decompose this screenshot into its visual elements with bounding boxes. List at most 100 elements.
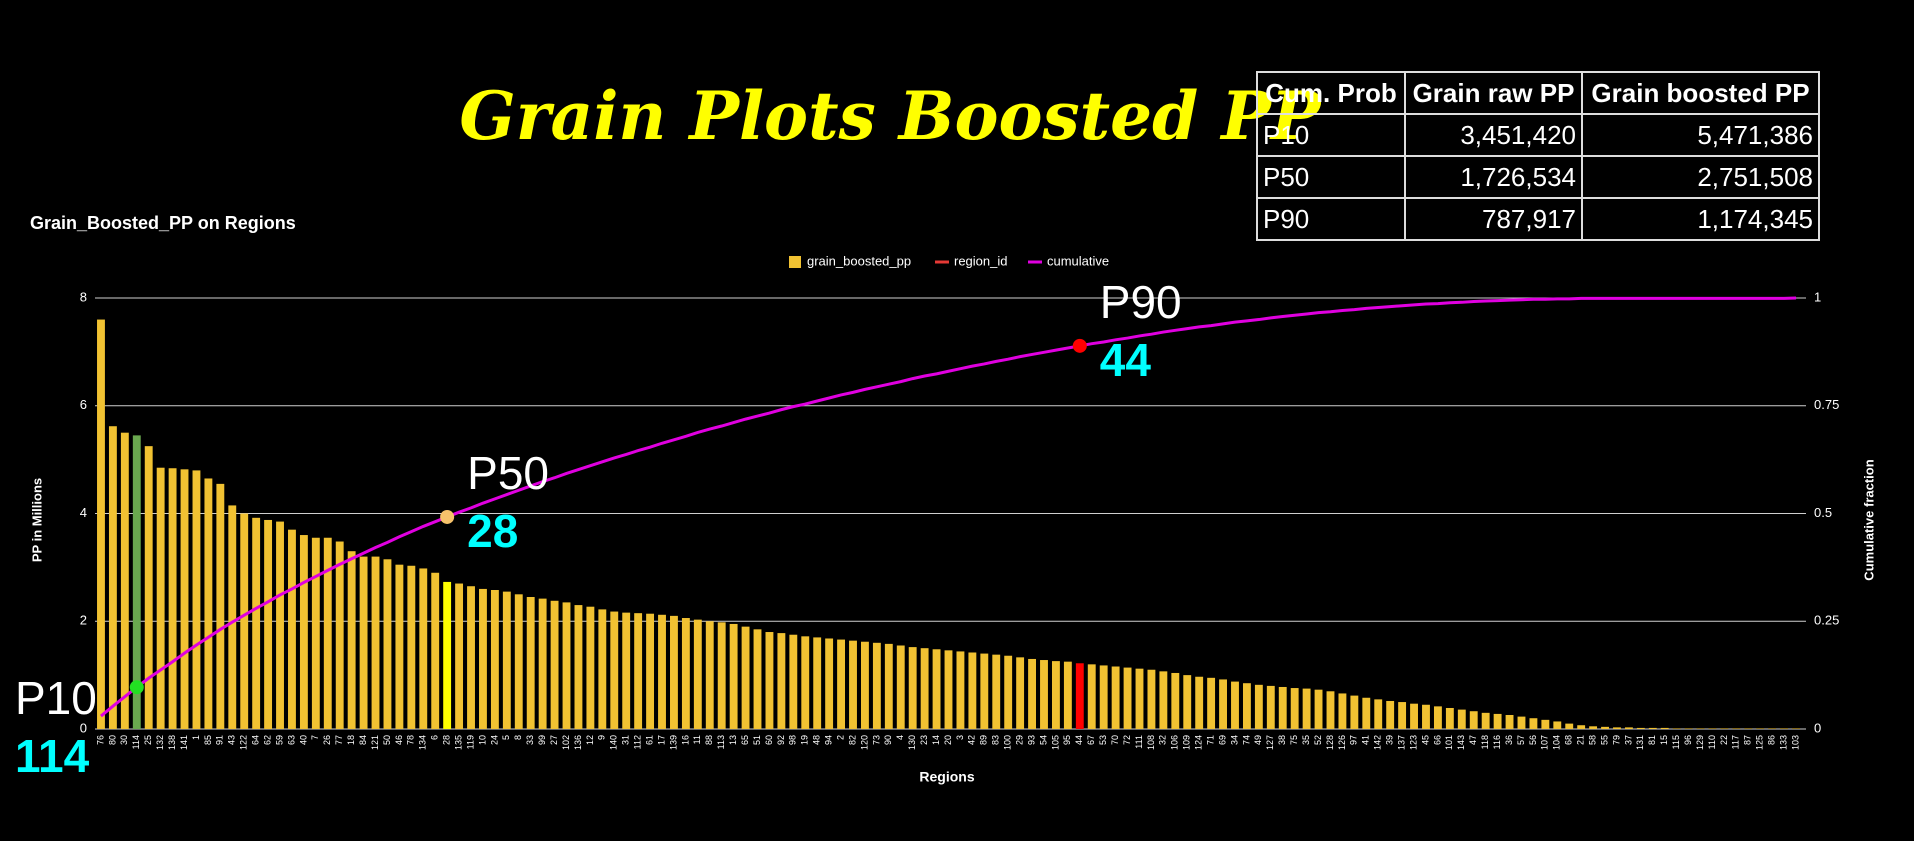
x-tick-label: 28 bbox=[442, 735, 452, 745]
x-tick-label: 27 bbox=[549, 735, 559, 745]
bar bbox=[1040, 660, 1048, 729]
x-tick-label: 124 bbox=[1194, 735, 1204, 750]
bar bbox=[108, 426, 117, 729]
x-tick-label: 120 bbox=[859, 735, 869, 750]
bar bbox=[1183, 675, 1192, 729]
bar bbox=[837, 639, 846, 729]
header-cell: Cum. Prob bbox=[1256, 71, 1406, 115]
bar bbox=[896, 645, 905, 729]
bar bbox=[1505, 714, 1514, 729]
page-title: Grain Plots Boosted PP bbox=[459, 77, 1322, 155]
x-tick-label: 33 bbox=[525, 735, 535, 745]
x-tick-label: 13 bbox=[728, 735, 738, 745]
bar bbox=[1684, 728, 1693, 729]
x-tick-label: 32 bbox=[1158, 735, 1168, 745]
x-tick-label: 118 bbox=[1480, 735, 1490, 749]
x-tick-label: 29 bbox=[1014, 735, 1024, 745]
bar bbox=[1374, 699, 1383, 729]
x-tick-label: 138 bbox=[167, 735, 177, 750]
x-tick-label: 56 bbox=[1528, 735, 1538, 745]
x-tick-label: 95 bbox=[1062, 735, 1072, 745]
x-tick-label: 88 bbox=[704, 735, 714, 745]
x-tick-label: 23 bbox=[919, 735, 929, 745]
x-tick-label: 132 bbox=[155, 735, 165, 750]
bar bbox=[407, 565, 416, 729]
x-tick-label: 143 bbox=[1456, 735, 1466, 750]
y-tick-label: 0 bbox=[80, 720, 87, 735]
x-tick-label: 104 bbox=[1552, 735, 1562, 750]
table-row: P90 787,917 1,174,345 bbox=[1256, 197, 1820, 241]
x-tick-label: 121 bbox=[370, 735, 380, 750]
x-tick-label: 87 bbox=[1743, 735, 1753, 745]
header-cell: Grain boosted PP bbox=[1581, 71, 1820, 115]
bar bbox=[97, 319, 105, 729]
cell: 1,174,345 bbox=[1581, 197, 1820, 241]
x-tick-label: 4 bbox=[895, 735, 905, 740]
bar bbox=[1051, 661, 1060, 729]
x-tick-label: 31 bbox=[621, 735, 631, 745]
bar bbox=[502, 591, 511, 729]
x-tick-label: 60 bbox=[764, 735, 774, 745]
x-tick-label: 52 bbox=[1313, 735, 1323, 745]
x-tick-label: 8 bbox=[513, 735, 523, 740]
bar bbox=[1756, 728, 1765, 729]
x-tick-label: 6 bbox=[430, 735, 440, 740]
bar bbox=[347, 551, 356, 729]
bar bbox=[586, 606, 595, 729]
x-tick-label: 63 bbox=[286, 735, 296, 745]
y2-tick-label: 0.25 bbox=[1814, 613, 1839, 628]
bar bbox=[1386, 700, 1395, 729]
x-tick-label: 30 bbox=[119, 735, 129, 745]
bar bbox=[1326, 691, 1335, 729]
bar bbox=[132, 435, 141, 729]
bar bbox=[693, 619, 702, 729]
bar bbox=[872, 642, 881, 729]
bar bbox=[526, 597, 535, 729]
x-tick-label: 69 bbox=[1217, 735, 1227, 745]
x-tick-label: 49 bbox=[1253, 735, 1263, 745]
bar bbox=[1648, 727, 1657, 729]
cell: 1,726,534 bbox=[1404, 155, 1583, 199]
bar bbox=[1087, 664, 1096, 729]
bar bbox=[765, 632, 774, 729]
x-tick-label: 65 bbox=[740, 735, 750, 745]
cumulative-line bbox=[100, 296, 1797, 718]
x-tick-label: 126 bbox=[1337, 735, 1347, 750]
bar bbox=[670, 615, 678, 729]
bar bbox=[156, 467, 165, 729]
x-tick-label: 131 bbox=[1635, 735, 1645, 750]
x-tick-label: 119 bbox=[465, 735, 475, 749]
bar bbox=[801, 636, 810, 729]
bar bbox=[753, 629, 762, 729]
x-tick-label: 110 bbox=[1707, 735, 1717, 749]
legend-label: region_id bbox=[954, 253, 1008, 268]
x-tick-label: 35 bbox=[1301, 735, 1311, 745]
bar bbox=[1780, 728, 1789, 729]
bar bbox=[1398, 702, 1407, 729]
bar bbox=[240, 513, 249, 729]
x-tick-label: 5 bbox=[501, 735, 511, 740]
x-tick-label: 98 bbox=[788, 735, 798, 745]
bar bbox=[550, 600, 559, 729]
y-axis-title: PP in Millions bbox=[29, 478, 44, 562]
x-tick-label: 97 bbox=[1349, 735, 1359, 745]
bar bbox=[1696, 728, 1705, 729]
y-tick-label: 8 bbox=[80, 289, 87, 304]
x-tick-label: 112 bbox=[633, 735, 643, 749]
cell: 3,451,420 bbox=[1404, 113, 1583, 157]
bar bbox=[455, 583, 464, 729]
bar bbox=[705, 621, 714, 729]
bar bbox=[1123, 667, 1132, 729]
bar bbox=[980, 653, 989, 729]
bar bbox=[1565, 723, 1574, 729]
bar bbox=[1242, 683, 1251, 729]
x-tick-label: 61 bbox=[644, 735, 654, 745]
x-tick-label: 45 bbox=[1420, 735, 1430, 745]
bar bbox=[968, 652, 977, 729]
x-tick-label: 141 bbox=[179, 735, 189, 750]
bar bbox=[323, 537, 332, 729]
bar bbox=[741, 626, 750, 729]
bar bbox=[908, 647, 917, 729]
bar bbox=[359, 556, 368, 729]
